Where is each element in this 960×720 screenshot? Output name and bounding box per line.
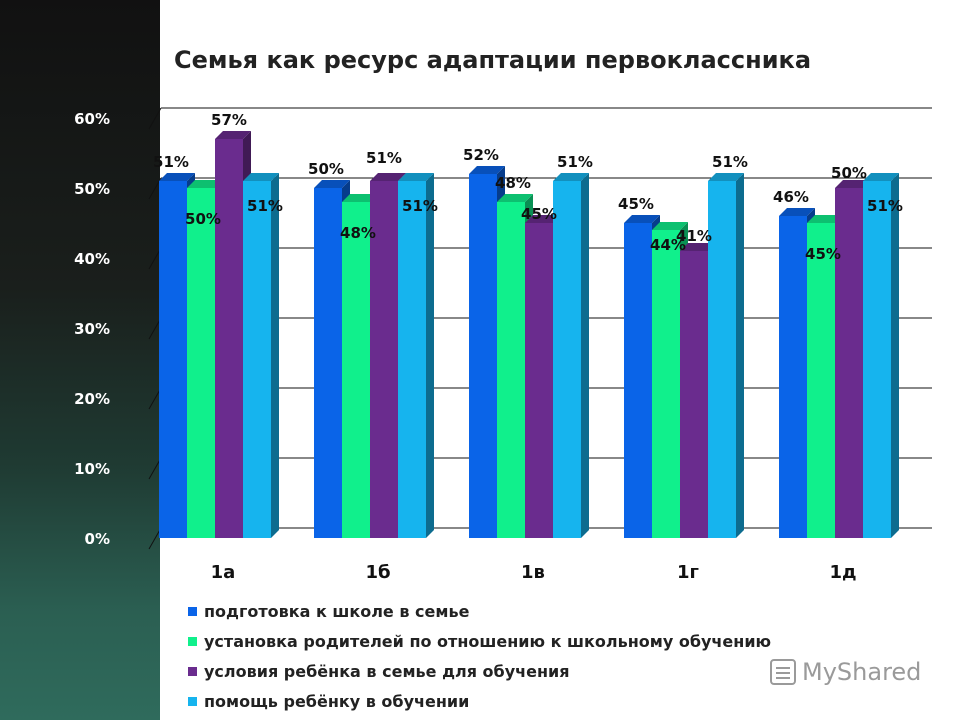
bar xyxy=(779,216,807,538)
bar-top xyxy=(469,166,505,174)
legend-swatch xyxy=(188,606,197,616)
bar xyxy=(497,202,525,538)
bar-top xyxy=(370,173,406,181)
bar xyxy=(863,181,891,538)
bar-top xyxy=(680,243,716,251)
bar-side xyxy=(891,173,899,538)
bar-top xyxy=(398,173,434,181)
bar-top xyxy=(553,173,589,181)
data-label: 50% xyxy=(185,210,221,228)
legend-item: установка родителей по отношению к школь… xyxy=(188,626,771,656)
data-label: 52% xyxy=(463,146,499,164)
y-tick-label: 30% xyxy=(74,320,110,338)
bar-top xyxy=(807,215,843,223)
bar xyxy=(624,223,652,538)
y-tick-label: 40% xyxy=(74,250,110,268)
data-label: 46% xyxy=(773,188,809,206)
legend-label: помощь ребёнку в обучении xyxy=(204,691,470,711)
data-label: 51% xyxy=(247,197,283,215)
bar xyxy=(187,188,215,538)
legend-item: подготовка к школе в семье xyxy=(188,596,771,626)
data-label: 45% xyxy=(618,195,654,213)
y-tick-label: 20% xyxy=(74,390,110,408)
watermark-logo: MyShared xyxy=(770,658,921,686)
data-label: 50% xyxy=(308,160,344,178)
x-tick-label: 1в xyxy=(521,562,545,583)
bar xyxy=(680,251,708,538)
bar xyxy=(243,181,271,538)
chalkboard-background xyxy=(0,0,160,720)
bar-top xyxy=(314,180,350,188)
bar xyxy=(807,223,835,538)
bar xyxy=(370,181,398,538)
bar-top xyxy=(243,173,279,181)
bar-top xyxy=(187,180,223,188)
bar-top xyxy=(652,222,688,230)
data-label: 51% xyxy=(366,149,402,167)
y-tick-label: 60% xyxy=(74,110,110,128)
bar xyxy=(159,181,187,538)
bar-top xyxy=(159,173,195,181)
bar xyxy=(835,188,863,538)
legend-swatch xyxy=(188,636,197,646)
bar-side xyxy=(271,173,279,538)
x-tick-label: 1а xyxy=(211,562,236,583)
data-label: 51% xyxy=(153,153,189,171)
data-label: 51% xyxy=(557,153,593,171)
bar-top xyxy=(708,173,744,181)
legend-label: установка родителей по отношению к школь… xyxy=(204,631,772,651)
bar xyxy=(708,181,736,538)
watermark-text: MyShared xyxy=(802,658,922,686)
bar xyxy=(215,139,243,538)
bar xyxy=(342,202,370,538)
bar-side xyxy=(581,173,589,538)
x-tick-label: 1д xyxy=(829,562,856,583)
bar-top xyxy=(624,215,660,223)
legend-item: условия ребёнка в семье для обучения xyxy=(188,656,771,686)
data-label: 51% xyxy=(867,197,903,215)
data-label: 50% xyxy=(831,164,867,182)
bar-top xyxy=(342,194,378,202)
data-label: 45% xyxy=(521,205,557,223)
bar-top xyxy=(215,131,251,139)
bar-side xyxy=(426,173,434,538)
chart-title: Семья как ресурс адаптации первоклассник… xyxy=(174,46,812,74)
data-label: 51% xyxy=(712,153,748,171)
data-label: 48% xyxy=(340,224,376,242)
bar-top xyxy=(525,215,561,223)
legend-swatch xyxy=(188,696,197,706)
bar-top xyxy=(497,194,533,202)
data-label: 48% xyxy=(495,174,531,192)
bar-side xyxy=(736,173,744,538)
presentation-icon xyxy=(770,659,796,685)
y-tick-label: 50% xyxy=(74,180,110,198)
bar xyxy=(314,188,342,538)
bar-top xyxy=(863,173,899,181)
x-tick-label: 1б xyxy=(365,562,390,583)
data-label: 45% xyxy=(805,245,841,263)
bar xyxy=(652,230,680,538)
bar-top xyxy=(835,180,871,188)
bar xyxy=(469,174,497,538)
data-label: 57% xyxy=(211,111,247,129)
data-label: 41% xyxy=(676,227,712,245)
x-tick-label: 1г xyxy=(677,562,699,583)
gridline-depth xyxy=(148,107,162,130)
bar-top xyxy=(779,208,815,216)
legend-swatch xyxy=(188,666,197,676)
bar xyxy=(553,181,581,538)
legend-item: помощь ребёнку в обучении xyxy=(188,686,771,716)
data-label: 44% xyxy=(650,236,686,254)
y-tick-label: 10% xyxy=(74,460,110,478)
y-tick-label: 0% xyxy=(85,530,110,548)
chart-legend: подготовка к школе в семье установка род… xyxy=(188,596,771,716)
bar xyxy=(525,223,553,538)
legend-label: условия ребёнка в семье для обучения xyxy=(204,661,570,681)
bar xyxy=(398,181,426,538)
bar-chart: 0%10%20%30%40%50%60%1а 1б 1в 1г 1д51%50%57%5… xyxy=(74,107,932,583)
data-label: 51% xyxy=(402,197,438,215)
legend-label: подготовка к школе в семье xyxy=(204,601,470,621)
